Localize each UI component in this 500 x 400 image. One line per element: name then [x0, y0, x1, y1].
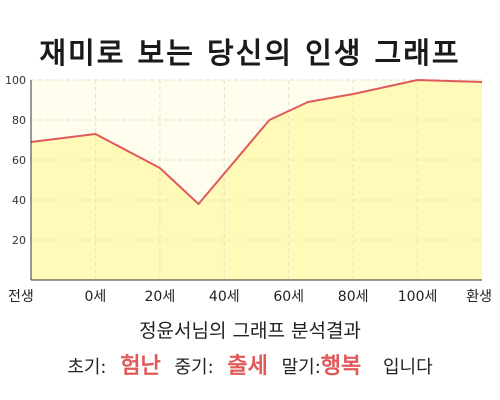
series-line — [30, 79, 483, 205]
y-tick-label: 100 — [5, 74, 26, 87]
late-value: 행복 — [320, 354, 362, 379]
early-value: 험난 — [120, 354, 161, 379]
x-tick-label: 전생 — [8, 289, 34, 305]
x-tick-label: 80세 — [338, 289, 369, 305]
late-label: 말기: — [281, 357, 321, 378]
y-tick-label: 40 — [12, 194, 26, 207]
x-tick-label: 20세 — [145, 289, 176, 305]
person-name: 정윤서 — [139, 320, 192, 342]
y-tick-label: 20 — [12, 234, 26, 247]
x-tick-label: 100세 — [398, 289, 438, 305]
mid-label: 중기: — [174, 357, 214, 378]
result-ending: 입니다 — [383, 357, 433, 378]
chart-title: 재미로 보는 당신의 인생 그래프 — [39, 36, 461, 70]
analysis-summary: 정윤서님의 그래프 분석결과 — [0, 316, 500, 343]
y-tick-label: 80 — [12, 114, 26, 127]
x-tick-label: 60세 — [273, 289, 304, 305]
analysis-result: 초기: 험난 중기: 출세 말기:행복 입니다 — [0, 348, 500, 380]
x-tick-label: 40세 — [209, 289, 240, 305]
early-label: 초기: — [67, 357, 107, 378]
area-fill — [31, 80, 482, 280]
y-tick-label: 60 — [12, 154, 26, 167]
summary-suffix: 님의 그래프 분석결과 — [191, 320, 361, 342]
x-tick-label: 환생 — [466, 289, 492, 305]
mid-value: 출세 — [227, 354, 268, 379]
x-tick-label: 0세 — [85, 289, 107, 305]
